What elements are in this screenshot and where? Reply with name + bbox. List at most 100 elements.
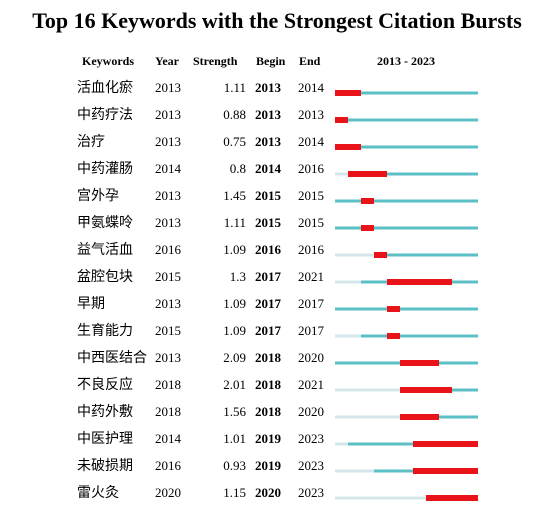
year: 2014 — [155, 431, 182, 446]
burst-bar — [361, 198, 374, 204]
keyword: 活血化瘀 — [77, 79, 133, 96]
strength: 1.11 — [224, 215, 246, 230]
pre-appearance-line — [335, 442, 348, 446]
begin: 2019 — [255, 431, 282, 446]
burst-bar — [387, 306, 400, 312]
strength: 1.3 — [230, 269, 246, 284]
end: 2013 — [298, 107, 324, 122]
title: Top 16 Keywords with the Strongest Citat… — [32, 8, 522, 33]
end: 2023 — [298, 458, 324, 473]
year: 2013 — [155, 350, 181, 365]
end: 2014 — [298, 134, 325, 149]
burst-bar — [400, 414, 439, 420]
begin: 2018 — [255, 377, 282, 392]
pre-appearance-line — [335, 415, 400, 419]
strength: 0.8 — [230, 161, 246, 176]
column-header: Year — [155, 54, 180, 68]
year: 2013 — [155, 215, 181, 230]
keyword: 未破损期 — [77, 458, 133, 474]
begin: 2017 — [255, 323, 282, 338]
begin: 2017 — [255, 296, 282, 311]
year: 2013 — [155, 134, 181, 149]
burst-bar — [400, 360, 439, 366]
column-header: Keywords — [82, 54, 134, 68]
keyword: 中医护理 — [77, 431, 133, 447]
end: 2015 — [298, 215, 324, 230]
keyword: 中药疗法 — [77, 107, 133, 123]
keyword: 中药灌肠 — [77, 161, 133, 177]
begin: 2019 — [255, 458, 282, 473]
pre-appearance-line — [335, 469, 374, 473]
strength: 1.11 — [224, 80, 246, 95]
begin: 2013 — [255, 107, 282, 122]
active-line — [335, 226, 478, 230]
pre-appearance-line — [335, 496, 426, 500]
begin: 2013 — [255, 134, 282, 149]
year: 2020 — [155, 485, 181, 500]
burst-bar — [387, 279, 452, 285]
end: 2020 — [298, 404, 324, 419]
active-line — [348, 172, 478, 176]
begin: 2015 — [255, 188, 282, 203]
end: 2021 — [298, 377, 324, 392]
timeline-header: 2013 - 2023 — [377, 54, 435, 68]
keyword: 甲氨蝶呤 — [77, 215, 133, 231]
strength: 1.09 — [223, 242, 246, 257]
active-line — [361, 334, 478, 338]
end: 2021 — [298, 269, 324, 284]
pre-appearance-line — [335, 172, 348, 176]
year: 2013 — [155, 188, 181, 203]
keyword: 中西医结合 — [77, 350, 147, 366]
year: 2015 — [155, 323, 181, 338]
strength: 2.01 — [223, 377, 246, 392]
keyword: 益气活血 — [77, 242, 133, 258]
active-line — [374, 253, 478, 257]
begin: 2020 — [255, 485, 281, 500]
strength: 1.01 — [223, 431, 246, 446]
year: 2018 — [155, 404, 181, 419]
year: 2015 — [155, 269, 181, 284]
active-line — [335, 307, 478, 311]
begin: 2014 — [255, 161, 282, 176]
burst-bar — [400, 387, 452, 393]
strength: 2.09 — [223, 350, 246, 365]
strength: 1.56 — [223, 404, 246, 419]
burst-bar — [335, 90, 361, 96]
strength: 1.09 — [223, 323, 246, 338]
strength: 0.93 — [223, 458, 246, 473]
pre-appearance-line — [335, 388, 400, 392]
column-header: End — [299, 54, 321, 68]
burst-bar — [426, 495, 478, 501]
burst-bar — [413, 441, 478, 447]
pre-appearance-line — [335, 334, 361, 338]
burst-bar — [387, 333, 400, 339]
keyword: 生育能力 — [77, 323, 133, 339]
begin: 2016 — [255, 242, 282, 257]
end: 2023 — [298, 485, 324, 500]
begin: 2013 — [255, 80, 282, 95]
year: 2013 — [155, 80, 181, 95]
keyword: 雷火灸 — [77, 485, 119, 501]
active-line — [335, 145, 478, 149]
end: 2016 — [298, 242, 325, 257]
year: 2013 — [155, 107, 181, 122]
year: 2016 — [155, 242, 182, 257]
keyword: 宫外孕 — [77, 188, 119, 204]
year: 2014 — [155, 161, 182, 176]
end: 2015 — [298, 188, 324, 203]
end: 2016 — [298, 161, 325, 176]
strength: 0.75 — [223, 134, 246, 149]
end: 2014 — [298, 80, 325, 95]
begin: 2015 — [255, 215, 282, 230]
strength: 1.45 — [223, 188, 246, 203]
year: 2018 — [155, 377, 181, 392]
strength: 1.15 — [223, 485, 246, 500]
keyword: 盆腔包块 — [77, 269, 133, 285]
pre-appearance-line — [335, 253, 374, 257]
end: 2023 — [298, 431, 324, 446]
active-line — [335, 199, 478, 203]
column-header: Strength — [193, 54, 238, 68]
pre-appearance-line — [335, 280, 361, 284]
year: 2013 — [155, 296, 181, 311]
